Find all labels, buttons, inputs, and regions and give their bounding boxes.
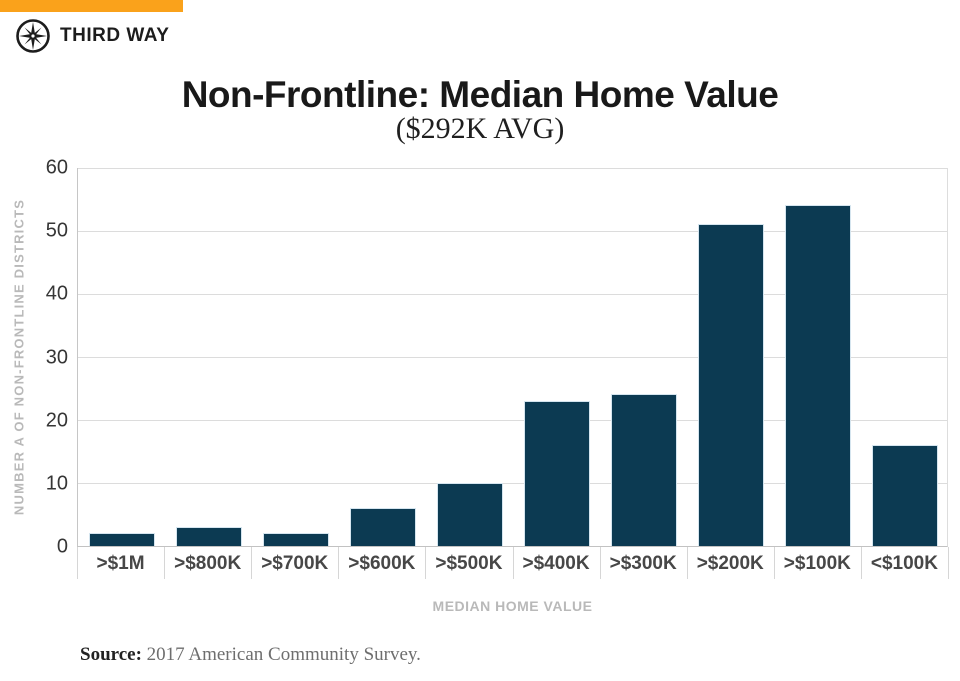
x-tick-label: >$700K xyxy=(261,553,329,574)
x-tick-label: >$600K xyxy=(348,553,416,574)
gridline xyxy=(78,230,947,232)
gridline xyxy=(78,420,947,422)
x-axis-tick xyxy=(599,547,601,579)
bar->$300K xyxy=(611,394,678,546)
x-axis-tick xyxy=(512,547,514,579)
x-axis-tick xyxy=(164,547,166,579)
compass-icon xyxy=(15,18,51,54)
x-tick-label: >$500K xyxy=(435,553,503,574)
x-axis-tick xyxy=(686,547,688,579)
gridline xyxy=(78,357,947,358)
x-axis-tick xyxy=(860,547,862,579)
x-tick-label: >$300K xyxy=(609,553,677,574)
source-line: Source: 2017 American Community Survey. xyxy=(80,644,421,666)
source-text: 2017 American Community Survey. xyxy=(141,644,421,665)
x-tick-label: >$800K xyxy=(174,553,242,574)
gridline xyxy=(78,168,947,169)
x-tick-label: >$100K xyxy=(783,553,851,574)
y-tick-label: 20 xyxy=(45,409,68,432)
x-axis-tick xyxy=(251,547,253,579)
x-axis-tick xyxy=(773,547,775,579)
brand-logo-text: THIRD WAY xyxy=(60,25,170,46)
brand-accent-bar xyxy=(0,0,183,12)
gridline xyxy=(78,483,947,485)
x-axis-tick xyxy=(425,547,427,579)
bar->$400K xyxy=(524,400,591,546)
y-tick-label: 40 xyxy=(45,282,68,305)
y-tick-label: 50 xyxy=(45,219,68,242)
bar-<$100K xyxy=(872,444,939,546)
bar->$600K xyxy=(349,508,416,546)
source-label: Source: xyxy=(80,644,142,665)
x-tick-label: >$1M xyxy=(96,553,145,574)
plot-area xyxy=(77,168,948,547)
y-tick-label: 0 xyxy=(56,535,68,558)
x-axis-tick xyxy=(948,547,949,579)
x-tick-label: <$100K xyxy=(870,553,938,574)
y-tick-label: 10 xyxy=(45,472,68,495)
chart-subtitle: ($292K AVG) xyxy=(395,112,565,145)
gridline xyxy=(78,293,947,295)
x-tick-label: >$200K xyxy=(696,553,764,574)
x-axis-tick xyxy=(77,547,78,579)
bar->$200K xyxy=(698,223,765,546)
bar->$100K xyxy=(785,204,852,546)
x-axis-title: MEDIAN HOME VALUE xyxy=(432,598,593,614)
bar->$500K xyxy=(436,482,503,546)
y-tick-label: 30 xyxy=(45,346,68,368)
x-axis-tick xyxy=(338,547,340,579)
chart-title: Non-Frontline: Median Home Value xyxy=(181,74,779,115)
bar->$700K xyxy=(262,533,329,546)
bar->$1M xyxy=(88,533,155,546)
x-tick-label: >$400K xyxy=(522,553,590,574)
brand-logo: THIRD WAY xyxy=(15,18,169,54)
y-tick-label: 60 xyxy=(45,156,68,179)
bar->$800K xyxy=(175,527,242,546)
